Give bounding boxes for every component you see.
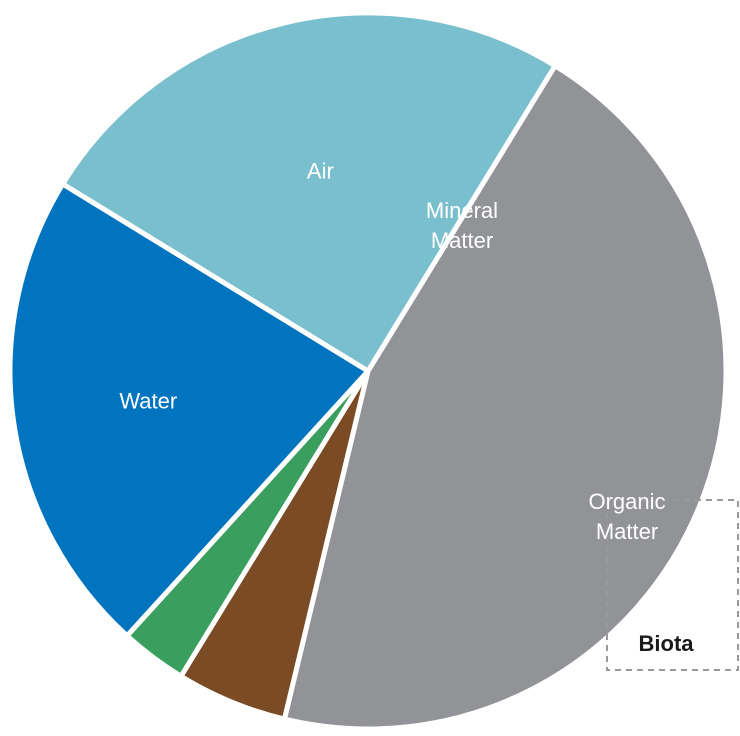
slice-label-organic-matter: Organic Matter: [588, 489, 665, 544]
pie-slice-air: [60, 10, 558, 374]
pie-slice-mineral-matter: [281, 63, 729, 732]
pie-labels: Mineral Matter Organic Matter Biota Water Air: [119, 158, 694, 655]
pie-slice-water: [7, 181, 371, 639]
pie-slices: [7, 10, 729, 732]
slice-label-water: Water: [119, 388, 177, 413]
slice-label-mineral-matter: Mineral Matter: [426, 198, 498, 253]
slice-label-biota: Biota: [639, 631, 695, 656]
callout-box: [606, 499, 739, 671]
slice-label-air: Air: [307, 158, 334, 183]
